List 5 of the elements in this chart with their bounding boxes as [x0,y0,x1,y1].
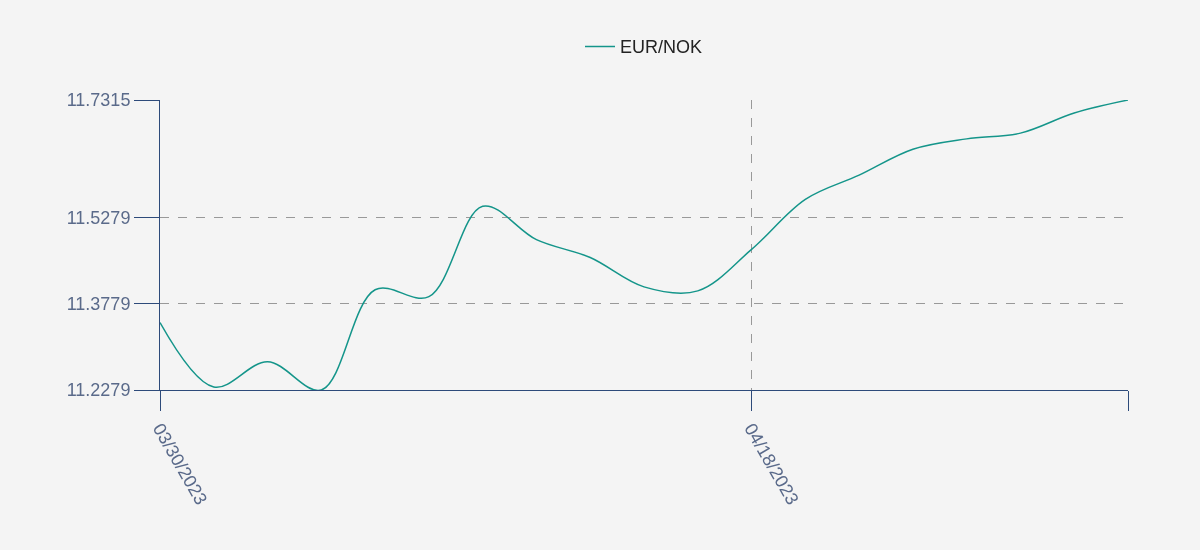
legend-label: EUR/NOK [620,37,703,58]
y-tick-label: 11.7315 [66,90,131,111]
y-tick-label: 11.2279 [66,380,131,401]
y-tick-label: 11.3779 [66,293,131,314]
y-tick-label: 11.5279 [66,207,131,228]
